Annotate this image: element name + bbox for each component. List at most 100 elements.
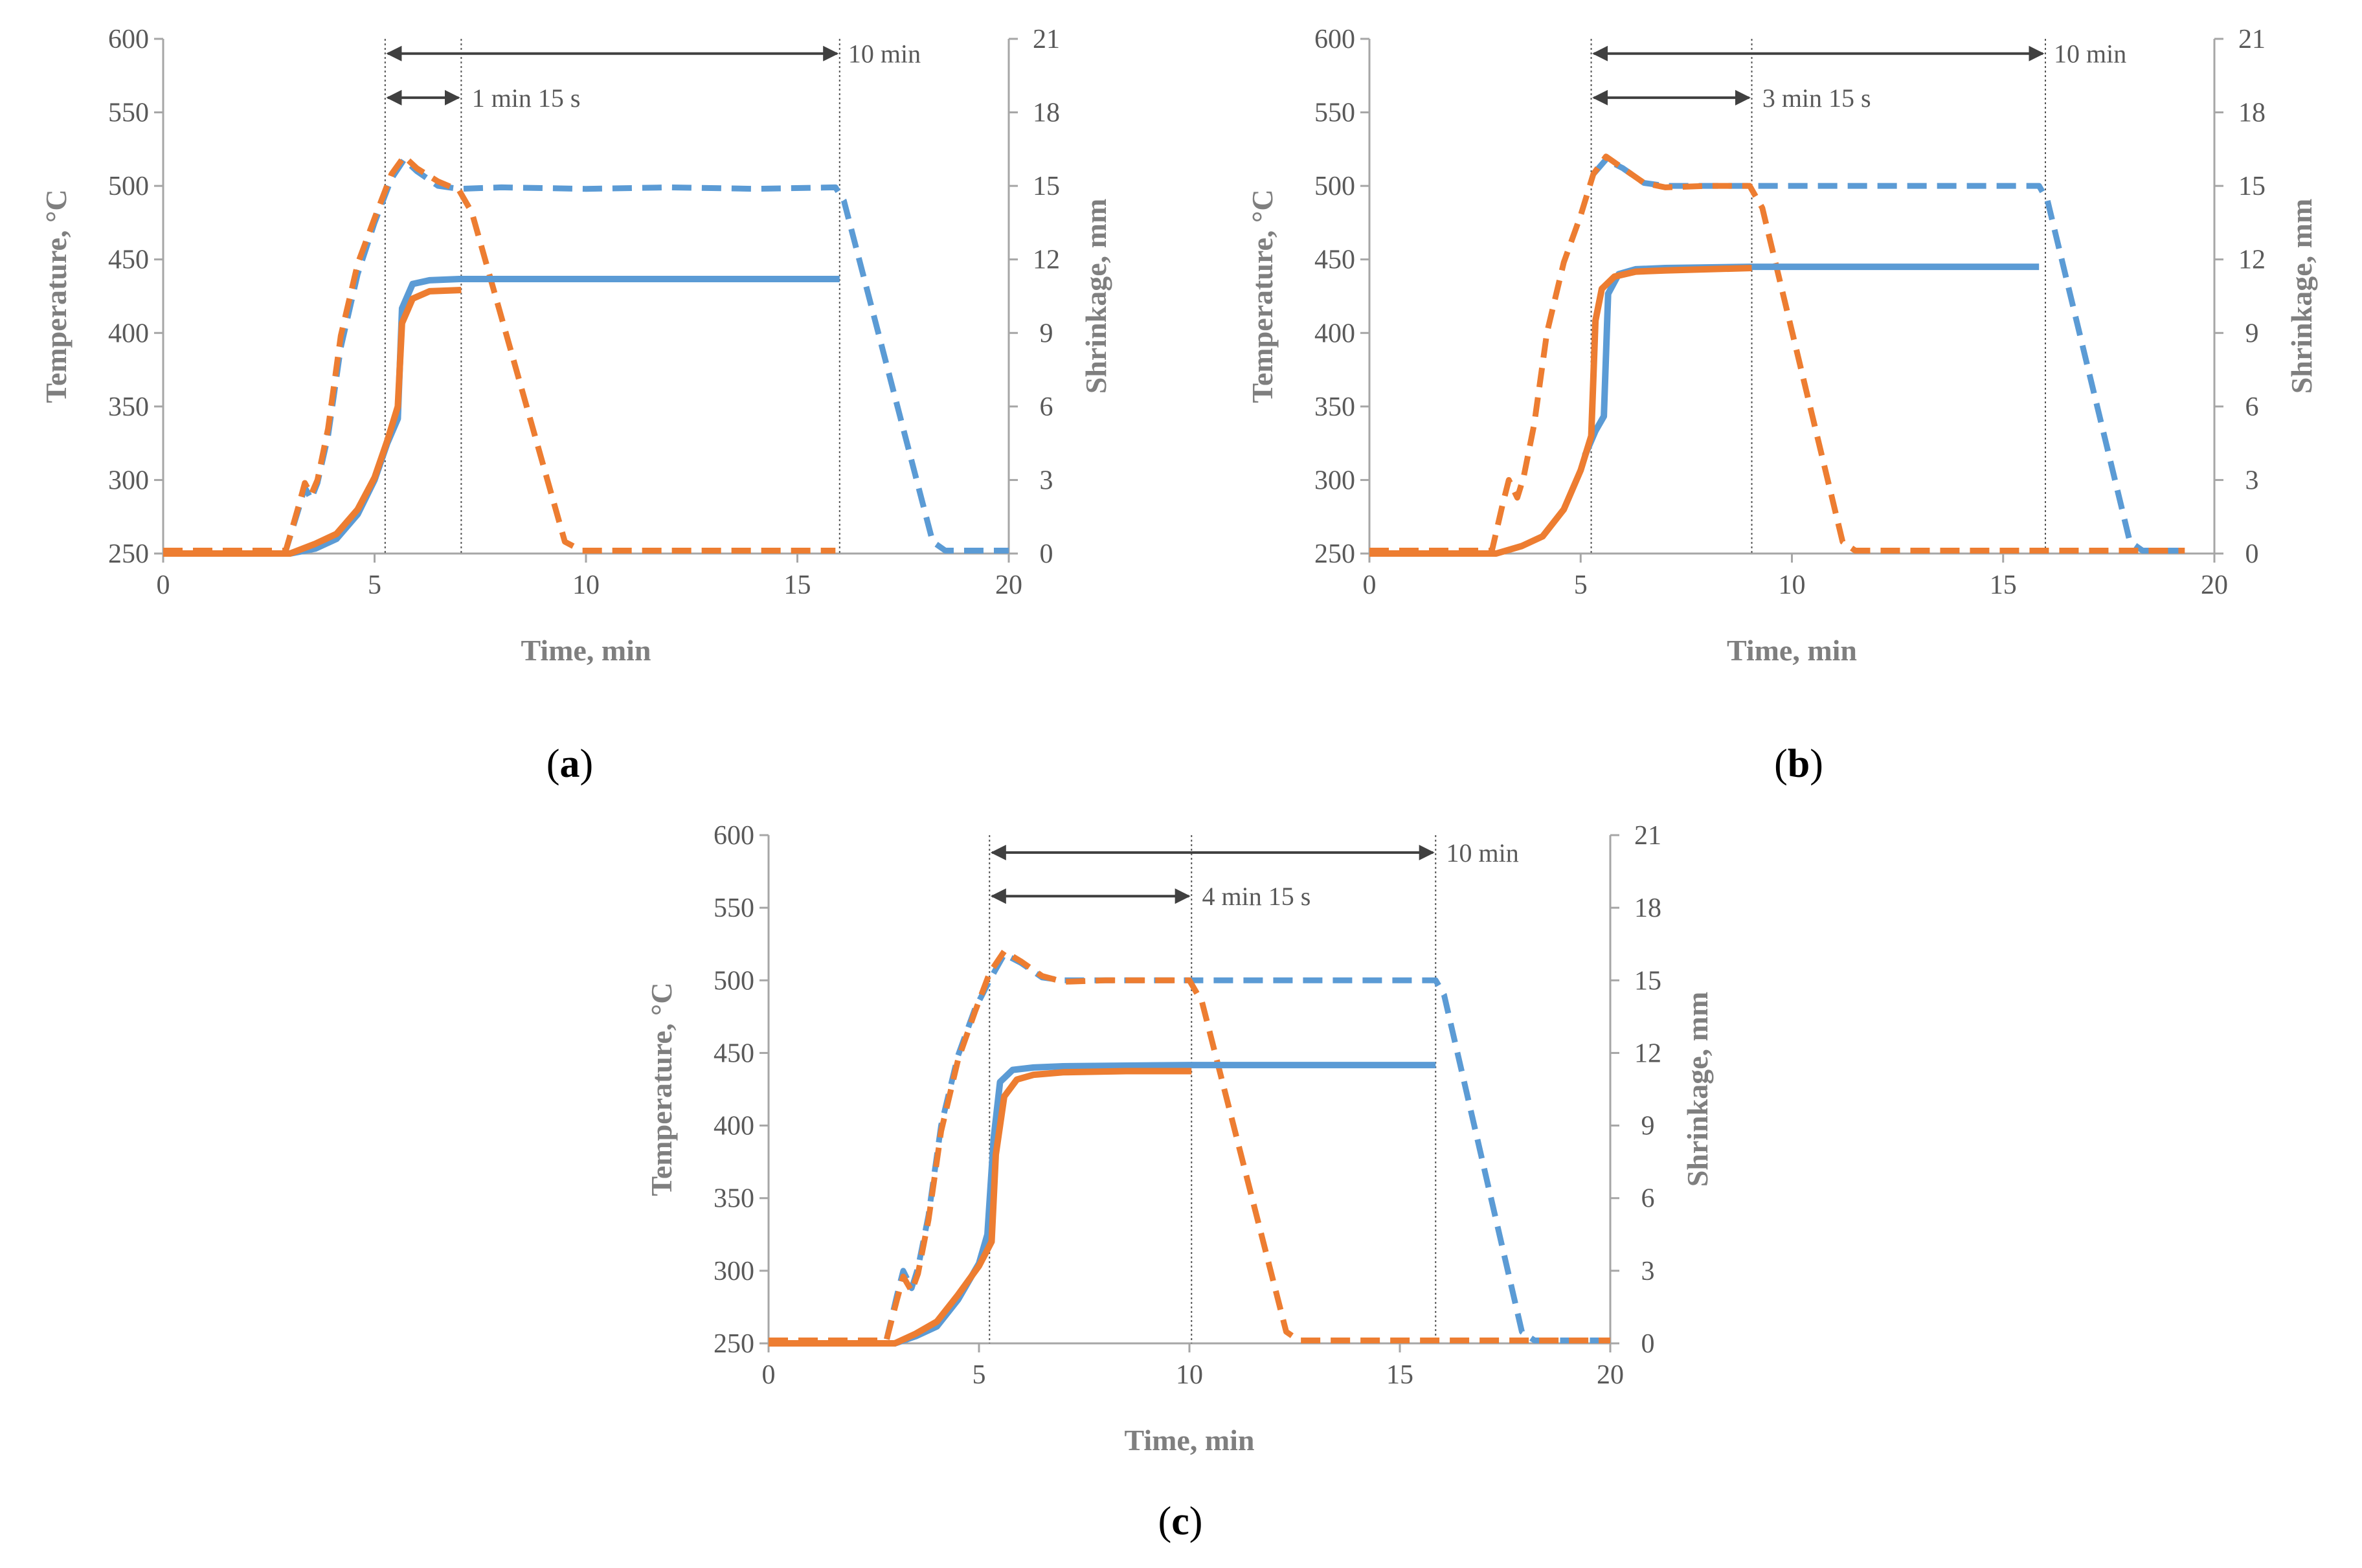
y-tick-label: 250 (714, 1329, 754, 1359)
y-tick-label: 550 (1314, 98, 1355, 128)
y-tick-label: 250 (108, 539, 149, 569)
caption-paren-close: ) (1810, 742, 1823, 786)
caption-paren-open: ( (546, 742, 560, 786)
x-axis-title: Time, min (1124, 1424, 1254, 1457)
y-axis-title: Temperature, °C (39, 189, 73, 403)
y-tick-label: 350 (108, 392, 149, 422)
panel-caption: (b) (1774, 742, 1823, 786)
y2-tick-label: 15 (1033, 172, 1060, 201)
y2-tick-label: 18 (1634, 893, 1661, 923)
x-tick-label: 5 (1574, 570, 1588, 600)
y2-tick-label: 9 (1641, 1112, 1655, 1141)
chart-panel-c: 250 300 350 400 450 500 550 600 0 3 6 9 12 15 18 21 0 5 10… (645, 821, 1714, 1543)
series-line-blue-dashed (163, 156, 1009, 554)
y2-tick-label: 6 (1641, 1184, 1655, 1214)
y-tick-label: 350 (1314, 392, 1355, 422)
y-tick-label: 300 (1314, 465, 1355, 495)
x-tick-label: 10 (1176, 1360, 1203, 1390)
series-line-orange-dashed (769, 948, 1610, 1343)
y-tick-label: 400 (1314, 319, 1355, 348)
x-tick-label: 15 (784, 570, 811, 600)
x-tick-label: 20 (1597, 1360, 1624, 1390)
caption-letter: c (1171, 1499, 1189, 1543)
x-tick-label: 5 (973, 1360, 986, 1390)
x-tick-label: 15 (1386, 1360, 1413, 1390)
y-tick-label: 400 (108, 319, 149, 348)
series-line-orange-solid (1369, 265, 1752, 557)
caption-paren-open: ( (1774, 742, 1788, 786)
caption-letter: a (560, 742, 580, 786)
caption-paren-close: ) (1189, 1499, 1203, 1543)
y-tick-label: 400 (714, 1112, 754, 1141)
y2-axis-title: Shrinkage, mm (1681, 992, 1714, 1187)
y2-axis-title: Shrinkage, mm (2285, 199, 2318, 394)
y-tick-label: 450 (714, 1038, 754, 1068)
y2-tick-label: 21 (1634, 821, 1661, 851)
caption-paren-open: ( (1158, 1499, 1172, 1543)
y2-tick-label: 18 (2238, 98, 2266, 128)
y-axis-title: Temperature, °C (1246, 189, 1279, 403)
y2-tick-label: 3 (1040, 465, 1053, 495)
caption-letter: b (1788, 742, 1810, 786)
y2-tick-label: 21 (2238, 25, 2266, 54)
series-line-orange-dashed (1369, 153, 2185, 554)
duration-label: 10 min (2054, 39, 2126, 69)
y2-tick-label: 21 (1033, 25, 1060, 54)
duration-label: 10 min (848, 39, 921, 69)
y2-tick-label: 15 (2238, 172, 2266, 201)
series-line-blue-solid (769, 1062, 1436, 1347)
y-tick-label: 550 (714, 893, 754, 923)
y-tick-label: 450 (1314, 245, 1355, 275)
series-line-blue-solid (163, 276, 840, 557)
series-line-blue-solid (1582, 263, 2040, 457)
y-tick-label: 500 (714, 966, 754, 996)
y-axis-title: Temperature, °C (645, 982, 678, 1196)
duration-label: 3 min 15 s (1762, 84, 1871, 113)
series-line-orange-dashed (163, 153, 836, 554)
x-tick-label: 5 (368, 570, 381, 600)
x-tick-label: 10 (1779, 570, 1806, 600)
y2-tick-label: 15 (1634, 966, 1661, 996)
x-axis-title: Time, min (1727, 634, 1857, 667)
series-line-orange-solid (769, 1068, 1192, 1347)
y2-tick-label: 3 (1641, 1257, 1655, 1286)
y2-tick-label: 6 (1040, 392, 1053, 422)
x-tick-label: 0 (157, 570, 170, 600)
panel-caption: (a) (546, 742, 593, 786)
y-tick-label: 300 (108, 465, 149, 495)
y-tick-label: 500 (1314, 172, 1355, 201)
y2-tick-label: 3 (2245, 465, 2259, 495)
y-tick-label: 500 (108, 172, 149, 201)
chart-panel-a: 250 300 350 400 450 500 550 600 0 3 6 9 12 15 18 21 0 5 10… (39, 25, 1112, 786)
series-line-orange-solid (163, 287, 462, 557)
chart-panel-b: 250 300 350 400 450 500 550 600 0 3 6 9 12 15 18 21 0 5 10… (1246, 25, 2318, 786)
x-tick-label: 0 (762, 1360, 776, 1390)
y2-tick-label: 9 (1040, 319, 1053, 348)
x-tick-label: 20 (2201, 570, 2228, 600)
series-line-blue-dashed (769, 951, 1610, 1343)
y2-tick-label: 0 (2245, 539, 2259, 569)
y-tick-label: 550 (108, 98, 149, 128)
x-tick-label: 20 (995, 570, 1022, 600)
caption-paren-close: ) (580, 742, 594, 786)
y2-tick-label: 18 (1033, 98, 1060, 128)
y2-tick-label: 12 (1634, 1038, 1661, 1068)
x-tick-label: 10 (572, 570, 600, 600)
y2-tick-label: 0 (1641, 1329, 1655, 1359)
y2-tick-label: 9 (2245, 319, 2259, 348)
x-axis-title: Time, min (521, 634, 651, 667)
duration-label: 4 min 15 s (1202, 882, 1311, 911)
panel-caption: (c) (1158, 1499, 1203, 1543)
y-tick-label: 600 (1314, 25, 1355, 54)
y-tick-label: 600 (714, 821, 754, 851)
y-tick-label: 450 (108, 245, 149, 275)
y-tick-label: 250 (1314, 539, 1355, 569)
y2-axis-title: Shrinkage, mm (1079, 199, 1112, 394)
duration-label: 1 min 15 s (472, 84, 581, 113)
series-line-blue-dashed (1591, 156, 2185, 554)
y2-tick-label: 12 (1033, 245, 1060, 275)
x-tick-label: 0 (1363, 570, 1377, 600)
duration-label: 10 min (1446, 838, 1519, 868)
y2-tick-label: 6 (2245, 392, 2259, 422)
